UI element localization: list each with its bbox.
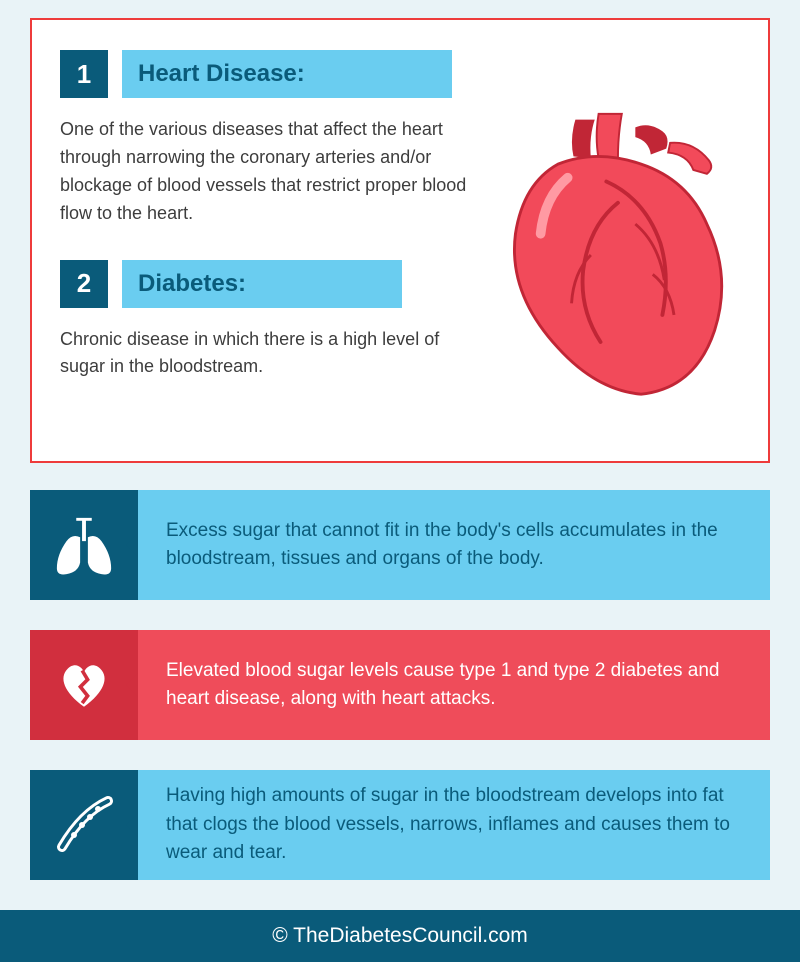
info-strip: Excess sugar that cannot fit in the body…: [30, 490, 770, 600]
definition-number-box: 2: [60, 260, 108, 308]
definition-body: Chronic disease in which there is a high…: [60, 326, 472, 382]
info-strip: Elevated blood sugar levels cause type 1…: [30, 630, 770, 740]
lungs-icon: [30, 490, 138, 600]
definition-row: 1 Heart Disease:: [60, 50, 472, 98]
info-strip-text: Excess sugar that cannot fit in the body…: [138, 490, 770, 600]
definitions-card: 1 Heart Disease: One of the various dise…: [30, 18, 770, 463]
definition-body: One of the various diseases that affect …: [60, 116, 472, 228]
definition-number: 1: [77, 59, 91, 90]
definition-number: 2: [77, 268, 91, 299]
definition-title-bar: Heart Disease:: [122, 50, 452, 98]
blood-vessel-icon: [30, 770, 138, 880]
broken-heart-icon: [30, 630, 138, 740]
definition-row: 2 Diabetes:: [60, 260, 472, 308]
footer-bar: © TheDiabetesCouncil.com: [0, 910, 800, 962]
definition-number-box: 1: [60, 50, 108, 98]
definition-title: Diabetes:: [138, 270, 246, 298]
info-strip-text: Elevated blood sugar levels cause type 1…: [138, 630, 770, 740]
footer-text: © TheDiabetesCouncil.com: [272, 924, 528, 948]
anatomical-heart-icon: [486, 110, 746, 400]
info-strip: Having high amounts of sugar in the bloo…: [30, 770, 770, 880]
info-strip-text: Having high amounts of sugar in the bloo…: [138, 770, 770, 880]
definition-title: Heart Disease:: [138, 60, 305, 88]
definition-title-bar: Diabetes:: [122, 260, 402, 308]
